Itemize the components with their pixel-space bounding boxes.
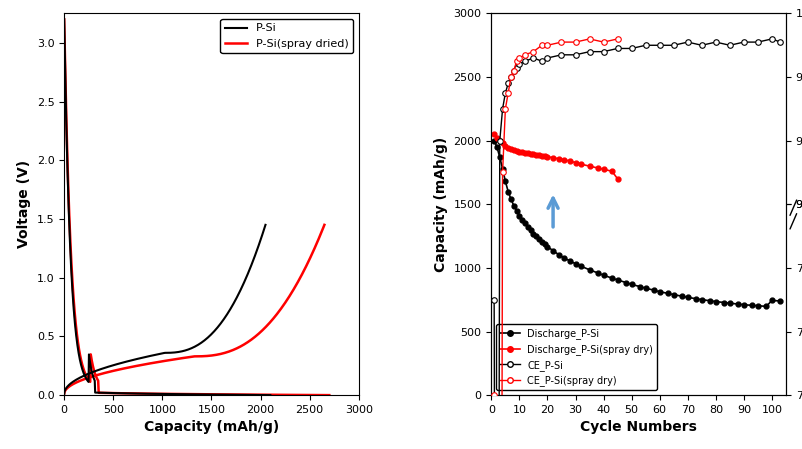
X-axis label: Capacity (mAh/g): Capacity (mAh/g) xyxy=(144,420,279,434)
Y-axis label: Capacity (mAh/g): Capacity (mAh/g) xyxy=(434,136,448,272)
Legend: Discharge_P-Si, Discharge_P-Si(spray dry), CE_P-Si, CE_P-Si(spray dry): Discharge_P-Si, Discharge_P-Si(spray dry… xyxy=(496,324,657,390)
Y-axis label: Voltage (V): Voltage (V) xyxy=(17,160,31,248)
Legend: P-Si, P-Si(spray dried): P-Si, P-Si(spray dried) xyxy=(221,19,353,53)
X-axis label: Cycle Numbers: Cycle Numbers xyxy=(580,420,697,434)
